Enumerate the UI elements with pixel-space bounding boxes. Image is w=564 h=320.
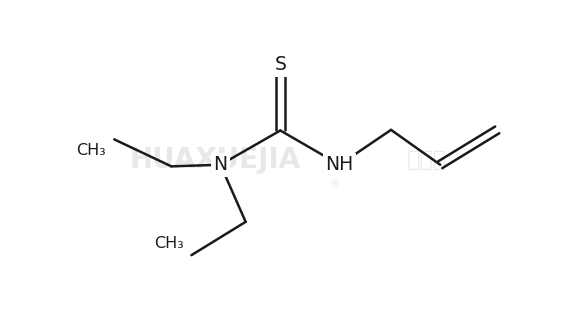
Text: ®: ® [329, 179, 341, 189]
Text: NH: NH [325, 155, 354, 174]
Text: S: S [274, 55, 287, 74]
Text: HUAXUEJIA: HUAXUEJIA [129, 146, 301, 174]
Text: 化学加: 化学加 [407, 150, 447, 170]
Text: N: N [213, 155, 227, 174]
Text: CH₃: CH₃ [77, 143, 107, 158]
Text: CH₃: CH₃ [154, 236, 183, 251]
